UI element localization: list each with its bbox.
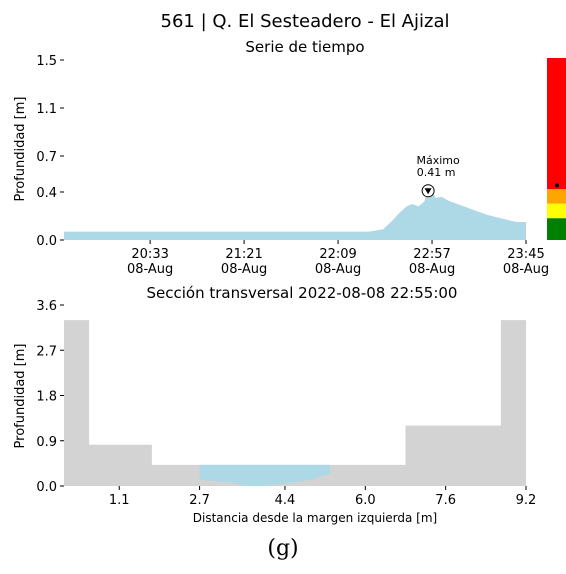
cross-section-title: Sección transversal 2022-08-08 22:55:00 <box>147 284 458 302</box>
max-annotation-label: Máximo <box>416 154 460 167</box>
cross-section-chart: Sección transversal 2022-08-08 22:55:00 … <box>13 284 536 525</box>
ytick-label: 1.5 <box>36 54 57 69</box>
ytick-label: 1.8 <box>36 390 57 405</box>
ytick-label: 3.6 <box>36 299 57 314</box>
xtick-time-label: 20:33 <box>131 247 168 262</box>
max-annotation: Máximo 0.41 m <box>416 154 460 198</box>
xtick-label: 2.7 <box>189 493 210 508</box>
gauge-level <box>547 58 566 190</box>
cross-section-yticks: 0.0 0.9 1.8 2.7 3.6 <box>36 299 64 495</box>
gauge-level <box>547 189 566 204</box>
time-series-ylabel: Profundidad [m] <box>13 97 28 202</box>
gauge-level <box>547 218 566 240</box>
cross-section-xticks: 1.1 2.7 4.4 6.0 7.6 9.2 <box>109 486 536 508</box>
ytick-label: 0.0 <box>36 234 57 249</box>
depth-area <box>64 190 526 240</box>
cross-section-xlabel: Distancia desde la margen izquierda [m] <box>193 511 437 525</box>
xtick-time-label: 23:45 <box>507 247 544 262</box>
xtick-date-label: 08-Aug <box>221 262 267 277</box>
time-series-xticks: 20:3308-Aug21:2108-Aug22:0908-Aug22:5708… <box>127 240 549 277</box>
ytick-label: 0.4 <box>36 186 57 201</box>
xtick-label: 4.4 <box>275 493 296 508</box>
gauge-level <box>547 203 566 219</box>
max-marker-triangle <box>424 188 432 195</box>
ytick-label: 2.7 <box>36 344 57 359</box>
alert-level-gauge <box>547 58 566 240</box>
max-annotation-value: 0.41 m <box>417 166 456 179</box>
ytick-label: 0.9 <box>36 435 57 450</box>
xtick-time-label: 21:21 <box>225 247 262 262</box>
time-series-subtitle: Serie de tiempo <box>245 38 364 56</box>
figure-title: 561 | Q. El Sesteadero - El Ajizal <box>161 11 450 32</box>
xtick-label: 9.2 <box>516 493 537 508</box>
ytick-label: 0.7 <box>36 150 57 165</box>
time-series-chart: 561 | Q. El Sesteadero - El Ajizal Serie… <box>13 11 549 277</box>
cross-section-ylabel: Profundidad [m] <box>13 344 28 449</box>
water-section <box>199 464 331 486</box>
figure-caption: (g) <box>267 536 299 561</box>
time-series-yticks: 0.0 0.4 0.7 1.1 1.5 <box>36 54 64 249</box>
xtick-date-label: 08-Aug <box>409 262 455 277</box>
ytick-label: 1.1 <box>36 102 57 117</box>
xtick-time-label: 22:57 <box>413 247 450 262</box>
terrain-profile <box>64 320 526 486</box>
xtick-date-label: 08-Aug <box>127 262 173 277</box>
xtick-label: 1.1 <box>109 493 130 508</box>
xtick-date-label: 08-Aug <box>503 262 549 277</box>
xtick-label: 7.6 <box>435 493 456 508</box>
xtick-date-label: 08-Aug <box>315 262 361 277</box>
ytick-label: 0.0 <box>36 480 57 495</box>
gauge-marker <box>555 183 559 188</box>
xtick-time-label: 22:09 <box>319 247 356 262</box>
xtick-label: 6.0 <box>355 493 376 508</box>
